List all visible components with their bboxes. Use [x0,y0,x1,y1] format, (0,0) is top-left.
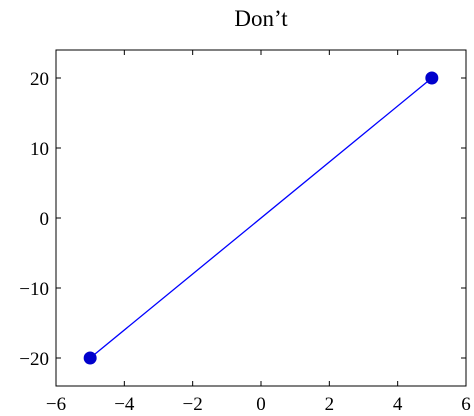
y-tick-label: 0 [40,209,50,230]
y-tick-label: 10 [30,139,49,160]
marker [83,351,97,365]
x-tick-label: −2 [183,394,203,415]
x-tick-label: −6 [46,394,66,415]
x-tick-label: 2 [325,394,335,415]
x-tick-label: −4 [114,394,135,415]
marker [425,71,439,85]
y-tick-label: −20 [19,349,49,370]
chart-title: Don’t [234,6,288,31]
y-tick-label: 20 [30,69,49,90]
x-tick-label: 6 [461,394,471,415]
x-tick-label: 4 [393,394,403,415]
line [89,77,433,359]
x-tick-label: 0 [256,394,266,415]
y-tick-label: −10 [19,279,49,300]
